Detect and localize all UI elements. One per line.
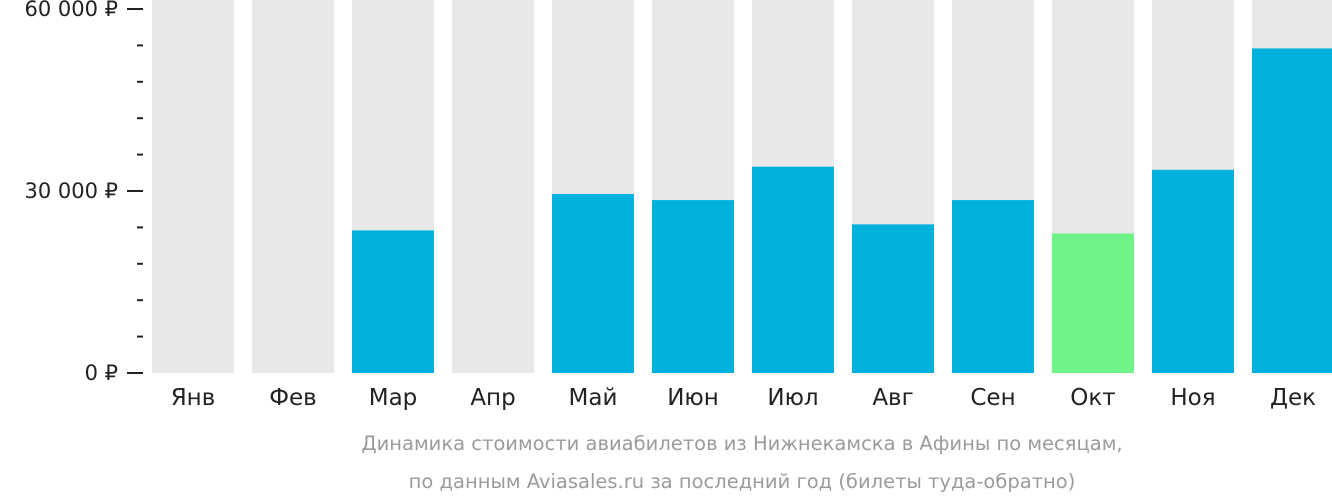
x-tick-label: Мар (369, 385, 418, 411)
x-tick-label: Апр (470, 385, 515, 411)
x-tick-label: Июн (667, 385, 719, 411)
chart-caption-line-1: Динамика стоимости авиабилетов из Нижнек… (361, 432, 1122, 455)
y-tick-label: 30 000 ₽ (24, 179, 118, 203)
background-bar (252, 0, 334, 373)
background-bar (152, 0, 234, 373)
bar-12[interactable] (1252, 48, 1332, 373)
bar-5[interactable] (552, 194, 634, 373)
bar-11[interactable] (1152, 169, 1234, 373)
background-bar (452, 0, 534, 373)
y-tick-label: 0 ₽ (85, 361, 118, 385)
bar-10[interactable] (1052, 233, 1134, 373)
bar-7[interactable] (752, 166, 834, 373)
x-tick-label: Май (569, 385, 618, 411)
y-tick-label: 60 000 ₽ (24, 0, 118, 21)
bar-9[interactable] (952, 200, 1034, 373)
x-axis-labels: Янв Фев Мар Апр Май Июн Июл Авг Сен Окт Ноя Дек (171, 385, 1316, 411)
value-bars (352, 48, 1332, 373)
x-tick-label: Фев (269, 385, 317, 411)
chart-caption-line-2: по данным Aviasales.ru за последний год … (409, 470, 1076, 493)
bar-8[interactable] (852, 224, 934, 373)
x-tick-label: Авг (872, 385, 913, 411)
bar-6[interactable] (652, 200, 734, 373)
x-tick-label: Июл (767, 385, 818, 411)
x-tick-label: Янв (171, 385, 216, 411)
x-tick-label: Дек (1270, 385, 1316, 411)
y-axis: 0 ₽ 30 000 ₽ 60 000 ₽ (24, 0, 143, 385)
x-tick-label: Окт (1070, 385, 1115, 411)
x-tick-label: Ноя (1170, 385, 1215, 411)
bar-3[interactable] (352, 230, 434, 373)
x-tick-label: Сен (970, 385, 1015, 411)
